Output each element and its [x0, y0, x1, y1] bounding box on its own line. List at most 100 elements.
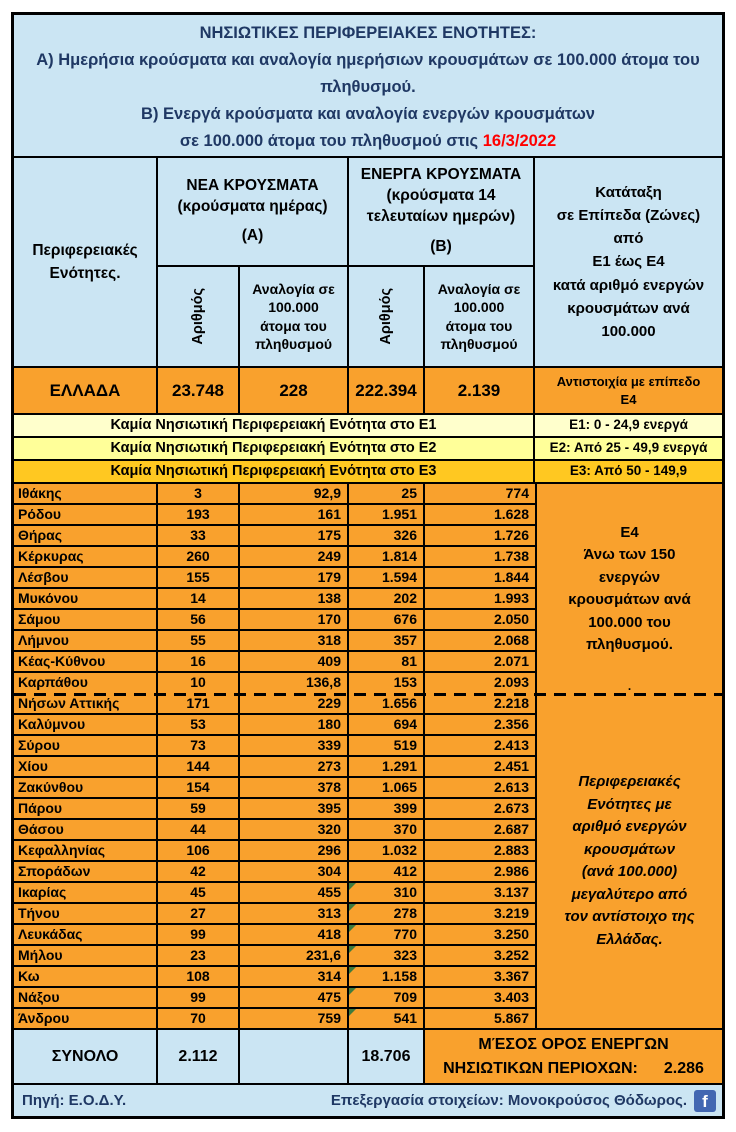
new-cases-cell: 70	[158, 1009, 240, 1028]
new-cases-ratio-cell: 409	[240, 652, 349, 671]
active-cases-value: 1.951	[381, 506, 417, 522]
active-cases-value: 357	[393, 632, 417, 648]
new-cases-cell: 44	[158, 820, 240, 839]
new-cases-cell: 99	[158, 925, 240, 944]
active-cases-ratio-cell: 2.687	[493, 821, 529, 837]
new-cases-ratio-cell: 339	[240, 736, 349, 755]
above-greece-note: Περιφερειακές Ενότητες με αριθμό ενεργών…	[564, 773, 695, 948]
table-row: Λευκάδας 99 418 770 3.250	[14, 925, 535, 946]
zone-row-e1: Καμία Νησιωτική Περιφερειακή Ενότητα στο…	[14, 415, 722, 438]
active-cases-ratio-cell: 3.219	[493, 905, 529, 921]
region-name-cell: Σάμου	[14, 610, 158, 629]
total-new-ratio	[240, 1030, 349, 1083]
group-a-title: ΝΕΑ ΚΡΟΥΣΜΑΤΑ (κρούσματα ημέρας)	[177, 176, 328, 215]
new-cases-cell: 260	[158, 547, 240, 566]
subtitle-b2: σε 100.000 άτομα του πληθυσμού στις 16/3…	[14, 128, 722, 155]
excel-comment-marker-icon	[349, 988, 356, 995]
table-row: Λέσβου 155 179 1.594 1.844	[14, 568, 535, 589]
region-name-cell: Νήσων Αττικής	[14, 694, 158, 713]
active-cases-cell: 399	[349, 799, 425, 818]
zone-e1-range: Ε1: 0 - 24,9 ενεργά	[569, 417, 688, 432]
active-cases-cell: 326	[349, 526, 425, 545]
new-cases-ratio-cell: 249	[240, 547, 349, 566]
active-cases-ratio-cell: 2.413	[493, 737, 529, 753]
active-cases-value: 1.594	[381, 569, 417, 585]
new-cases-ratio-cell: 759	[240, 1009, 349, 1028]
active-cases-cell: 370	[349, 820, 425, 839]
new-cases-cell: 14	[158, 589, 240, 608]
active-cases-ratio-cell: 2.050	[493, 611, 529, 627]
greece-row: ΕΛΛΑΔΑ 23.748 228 222.394 2.139 Αντιστοι…	[14, 368, 722, 415]
region-name-cell: Κέρκυρας	[14, 547, 158, 566]
excel-comment-marker-icon	[349, 967, 356, 974]
new-cases-ratio-cell: 92,9	[240, 484, 349, 503]
zone-e2-message: Καμία Νησιωτική Περιφερειακή Ενότητα στο…	[14, 438, 535, 459]
region-name-cell: Νάξου	[14, 988, 158, 1007]
group-a-tag: (Α)	[241, 227, 264, 245]
column-headers: Περιφερειακές Ενότητες. ΝΕΑ ΚΡΟΥΣΜΑΤΑ (κ…	[14, 158, 722, 368]
region-name-cell: Σποράδων	[14, 862, 158, 881]
active-cases-value: 202	[393, 590, 417, 606]
new-cases-ratio-cell: 395	[240, 799, 349, 818]
active-cases-value: 1.158	[381, 968, 417, 984]
zone-e3-range: Ε3: Από 50 - 149,9	[569, 463, 688, 478]
active-cases-cell: 1.291	[349, 757, 425, 776]
active-cases-value: 323	[393, 947, 417, 963]
table-row: Κέρκυρας 260 249 1.814 1.738	[14, 547, 535, 568]
active-cases-cell: 541	[349, 1009, 425, 1028]
active-cases-value: 370	[393, 821, 417, 837]
new-cases-cell: 23	[158, 946, 240, 965]
e4-dot: .	[627, 679, 632, 693]
region-name-cell: Ρόδου	[14, 505, 158, 524]
active-cases-ratio-cell: 2.218	[493, 695, 529, 711]
new-cases-cell: 10	[158, 673, 240, 694]
new-cases-cell: 193	[158, 505, 240, 524]
table-row: Σάμου 56 170 676 2.050	[14, 610, 535, 631]
active-cases-cell: 1.594	[349, 568, 425, 587]
active-cases-ratio-cell: 1.993	[493, 590, 529, 606]
new-cases-cell: 59	[158, 799, 240, 818]
active-cases-value: 694	[393, 716, 417, 732]
greece-active-ratio: 2.139	[425, 368, 535, 413]
table-row: Πάρου 59 395 399 2.673	[14, 799, 535, 820]
facebook-icon[interactable]: f	[694, 1089, 716, 1112]
header-group-new-cases-title: ΝΕΑ ΚΡΟΥΣΜΑΤΑ (κρούσματα ημέρας) (Α)	[158, 158, 347, 267]
active-cases-ratio-cell: 2.068	[493, 632, 529, 648]
active-cases-cell: 1.065	[349, 778, 425, 797]
table-row: Σύρου 73 339 519 2.413	[14, 736, 535, 757]
active-cases-cell: 357	[349, 631, 425, 650]
new-cases-cell: 154	[158, 778, 240, 797]
header-active-ratio: Αναλογία σε 100.000 άτομα του πληθυσμού	[437, 281, 521, 352]
new-cases-cell: 45	[158, 883, 240, 902]
table-row: Σποράδων 42 304 412 2.986	[14, 862, 535, 883]
active-cases-ratio-cell: 2.451	[493, 758, 529, 774]
new-cases-ratio-cell: 455	[240, 883, 349, 902]
active-cases-value: 770	[393, 926, 417, 942]
active-cases-cell: 770	[349, 925, 425, 944]
active-cases-ratio-cell: 3.252	[493, 947, 529, 963]
new-cases-cell: 56	[158, 610, 240, 629]
title-block: ΝΗΣΙΩΤΙΚΕΣ ΠΕΡΙΦΕΡΕΙΑΚΕΣ ΕΝΟΤΗΤΕΣ: Α) Ημ…	[14, 15, 722, 158]
active-cases-ratio-cell: 3.250	[493, 926, 529, 942]
active-cases-value: 1.656	[381, 695, 417, 711]
islands-average-line2: ΝΗΣΙΩΤΙΚΩΝ ΠΕΡΙΟΧΩΝ: 2.286	[443, 1057, 704, 1080]
e4-note-text: Ε4 Άνω των 150 ενεργών κρουσμάτων ανά 10…	[568, 523, 691, 654]
region-name-cell: Σύρου	[14, 736, 158, 755]
active-cases-value: 519	[393, 737, 417, 753]
group-b-title: ΕΝΕΡΓΑ ΚΡΟΥΣΜΑΤΑ (κρούσματα 14 τελευταίω…	[360, 166, 522, 225]
page-title: ΝΗΣΙΩΤΙΚΕΣ ΠΕΡΙΦΕΡΕΙΑΚΕΣ ΕΝΟΤΗΤΕΣ:	[199, 24, 537, 42]
dashed-separator	[14, 693, 722, 696]
active-cases-ratio-cell: 5.867	[493, 1010, 529, 1026]
table-row: Χίου 144 273 1.291 2.451	[14, 757, 535, 778]
new-cases-ratio-cell: 296	[240, 841, 349, 860]
new-cases-cell: 53	[158, 715, 240, 734]
zone-e3-message: Καμία Νησιωτική Περιφερειακή Ενότητα στο…	[14, 461, 535, 482]
table-row: Καρπάθου 10 136,8 153 2.093	[14, 673, 535, 694]
zone-side-panel: Ε4 Άνω των 150 ενεργών κρουσμάτων ανά 10…	[535, 484, 722, 1028]
new-cases-cell: 99	[158, 988, 240, 1007]
new-cases-ratio-cell: 314	[240, 967, 349, 986]
islands-average-value: 2.286	[663, 1059, 704, 1077]
active-cases-cell: 412	[349, 862, 425, 881]
header-new-count: Αριθμός	[158, 267, 240, 366]
table-row: Νάξου 99 475 709 3.403	[14, 988, 535, 1009]
